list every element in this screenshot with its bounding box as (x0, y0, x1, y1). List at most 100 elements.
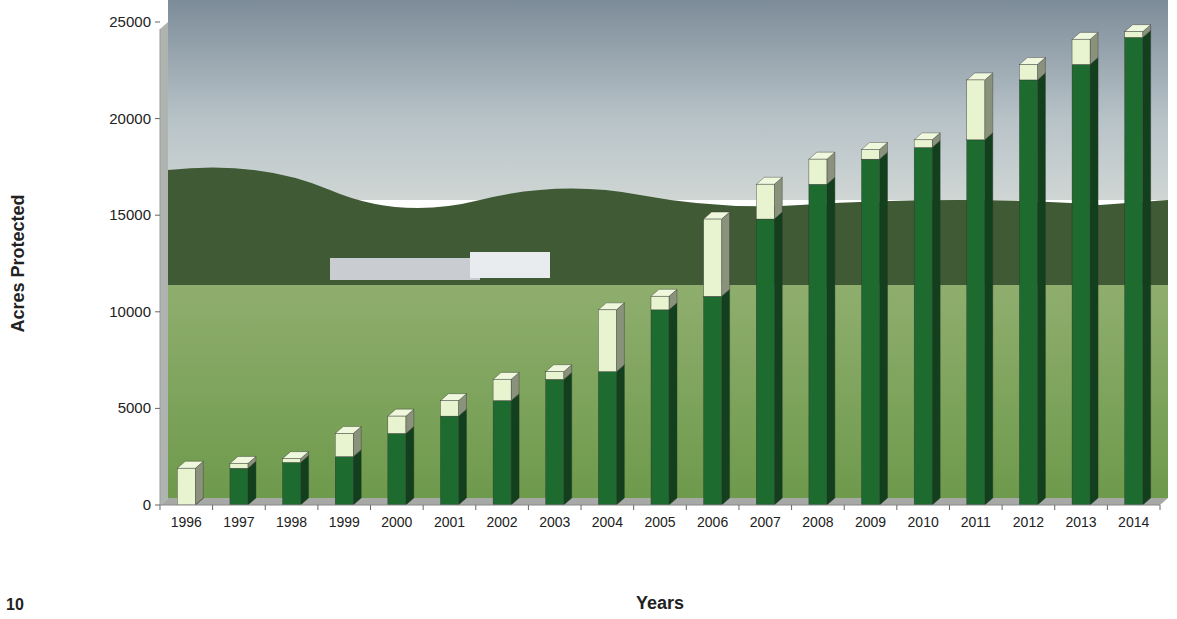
bar-segment (862, 143, 888, 160)
bar-segment (283, 455, 309, 505)
x-tick-label: 1996 (171, 514, 202, 530)
wall-side (160, 22, 168, 505)
bar-front (862, 159, 880, 505)
bar-segment (704, 289, 730, 505)
x-tick-label: 2002 (487, 514, 518, 530)
x-tick (633, 505, 634, 510)
x-tick-label: 2001 (434, 514, 465, 530)
bar-top (1125, 25, 1151, 32)
bar-front (388, 416, 406, 433)
bar-front (230, 468, 248, 505)
bar-front (493, 401, 511, 505)
bar-segment (335, 427, 361, 457)
bar-side (985, 133, 993, 505)
bar-front (651, 310, 669, 505)
bar-segment (546, 365, 572, 380)
bar-segment (809, 177, 835, 505)
bar-front (440, 401, 458, 416)
y-tick (155, 505, 160, 506)
x-tick (370, 505, 371, 510)
x-axis-title: Years (636, 593, 684, 613)
x-tick-label: 2004 (592, 514, 623, 530)
bar-front (546, 372, 564, 380)
bar-side (1143, 30, 1151, 505)
bars (177, 25, 1150, 505)
y-tick-label: 15000 (109, 206, 151, 223)
x-tick-label: 2006 (697, 514, 728, 530)
bar-segment (546, 372, 572, 505)
y-tick-label: 5000 (118, 399, 151, 416)
x-tick (896, 505, 897, 510)
bar-segment (283, 452, 309, 463)
bar-segment (177, 461, 203, 505)
bar-top (651, 289, 677, 296)
x-tick (738, 505, 739, 510)
x-tick-label: 2010 (908, 514, 939, 530)
x-tick (528, 505, 529, 510)
bar-top (1019, 58, 1045, 65)
y-axis (160, 29, 161, 505)
bar-front (546, 379, 564, 505)
bar-front (1019, 65, 1037, 80)
bar-front (809, 184, 827, 505)
x-tick-label: 2008 (802, 514, 833, 530)
bar-front (598, 310, 616, 372)
bar-segment (335, 450, 361, 505)
bar-front (493, 379, 511, 400)
x-tick-label: 2007 (750, 514, 781, 530)
x-tick-label: 1997 (223, 514, 254, 530)
bar-segment (388, 427, 414, 505)
bar-top (493, 372, 519, 379)
bar-top (862, 143, 888, 150)
background (160, 0, 1168, 505)
bar-front (283, 462, 301, 505)
bar-segment (1019, 73, 1045, 505)
x-tick-label: 2003 (539, 514, 570, 530)
sky (168, 0, 1168, 200)
bar-top (756, 177, 782, 184)
x-tick-label: 2005 (644, 514, 675, 530)
x-tick (1054, 505, 1055, 510)
barn (470, 252, 550, 278)
bar-front (283, 459, 301, 463)
x-tick-label: 2012 (1013, 514, 1044, 530)
bar-side (1090, 58, 1098, 505)
x-tick (212, 505, 213, 510)
bar-front (914, 140, 932, 148)
bar-side (248, 461, 256, 505)
bar-front (1072, 39, 1090, 64)
bar-side (722, 212, 730, 296)
bar-side (195, 461, 203, 505)
bar-side (1037, 73, 1045, 505)
bar-side (722, 289, 730, 505)
y-tick (155, 215, 160, 216)
bar-side (985, 73, 993, 140)
bar-segment (756, 212, 782, 505)
x-tick (791, 505, 792, 510)
bar-segment (493, 372, 519, 400)
x-tick (686, 505, 687, 510)
bar-side (616, 365, 624, 505)
y-tick-label: 10000 (109, 303, 151, 320)
bar-segment (967, 133, 993, 505)
bar-segment (704, 212, 730, 296)
x-tick-label: 1999 (329, 514, 360, 530)
bar-front (651, 296, 669, 310)
bar-top (546, 365, 572, 372)
bar-side (511, 394, 519, 505)
bar-segment (598, 365, 624, 505)
bar-segment (1125, 30, 1151, 505)
bar-side (616, 303, 624, 372)
bar-top (283, 452, 309, 459)
bar-front (967, 80, 985, 140)
x-tick (317, 505, 318, 510)
bar-segment (440, 394, 466, 416)
bar-segment (914, 133, 940, 148)
bar-segment (914, 141, 940, 505)
bar-segment (440, 409, 466, 505)
bar-side (564, 372, 572, 505)
bar-segment (651, 303, 677, 505)
x-tick (1002, 505, 1003, 510)
y-axis-title: Acres Protected (8, 194, 28, 332)
bar-segment (1019, 58, 1045, 80)
